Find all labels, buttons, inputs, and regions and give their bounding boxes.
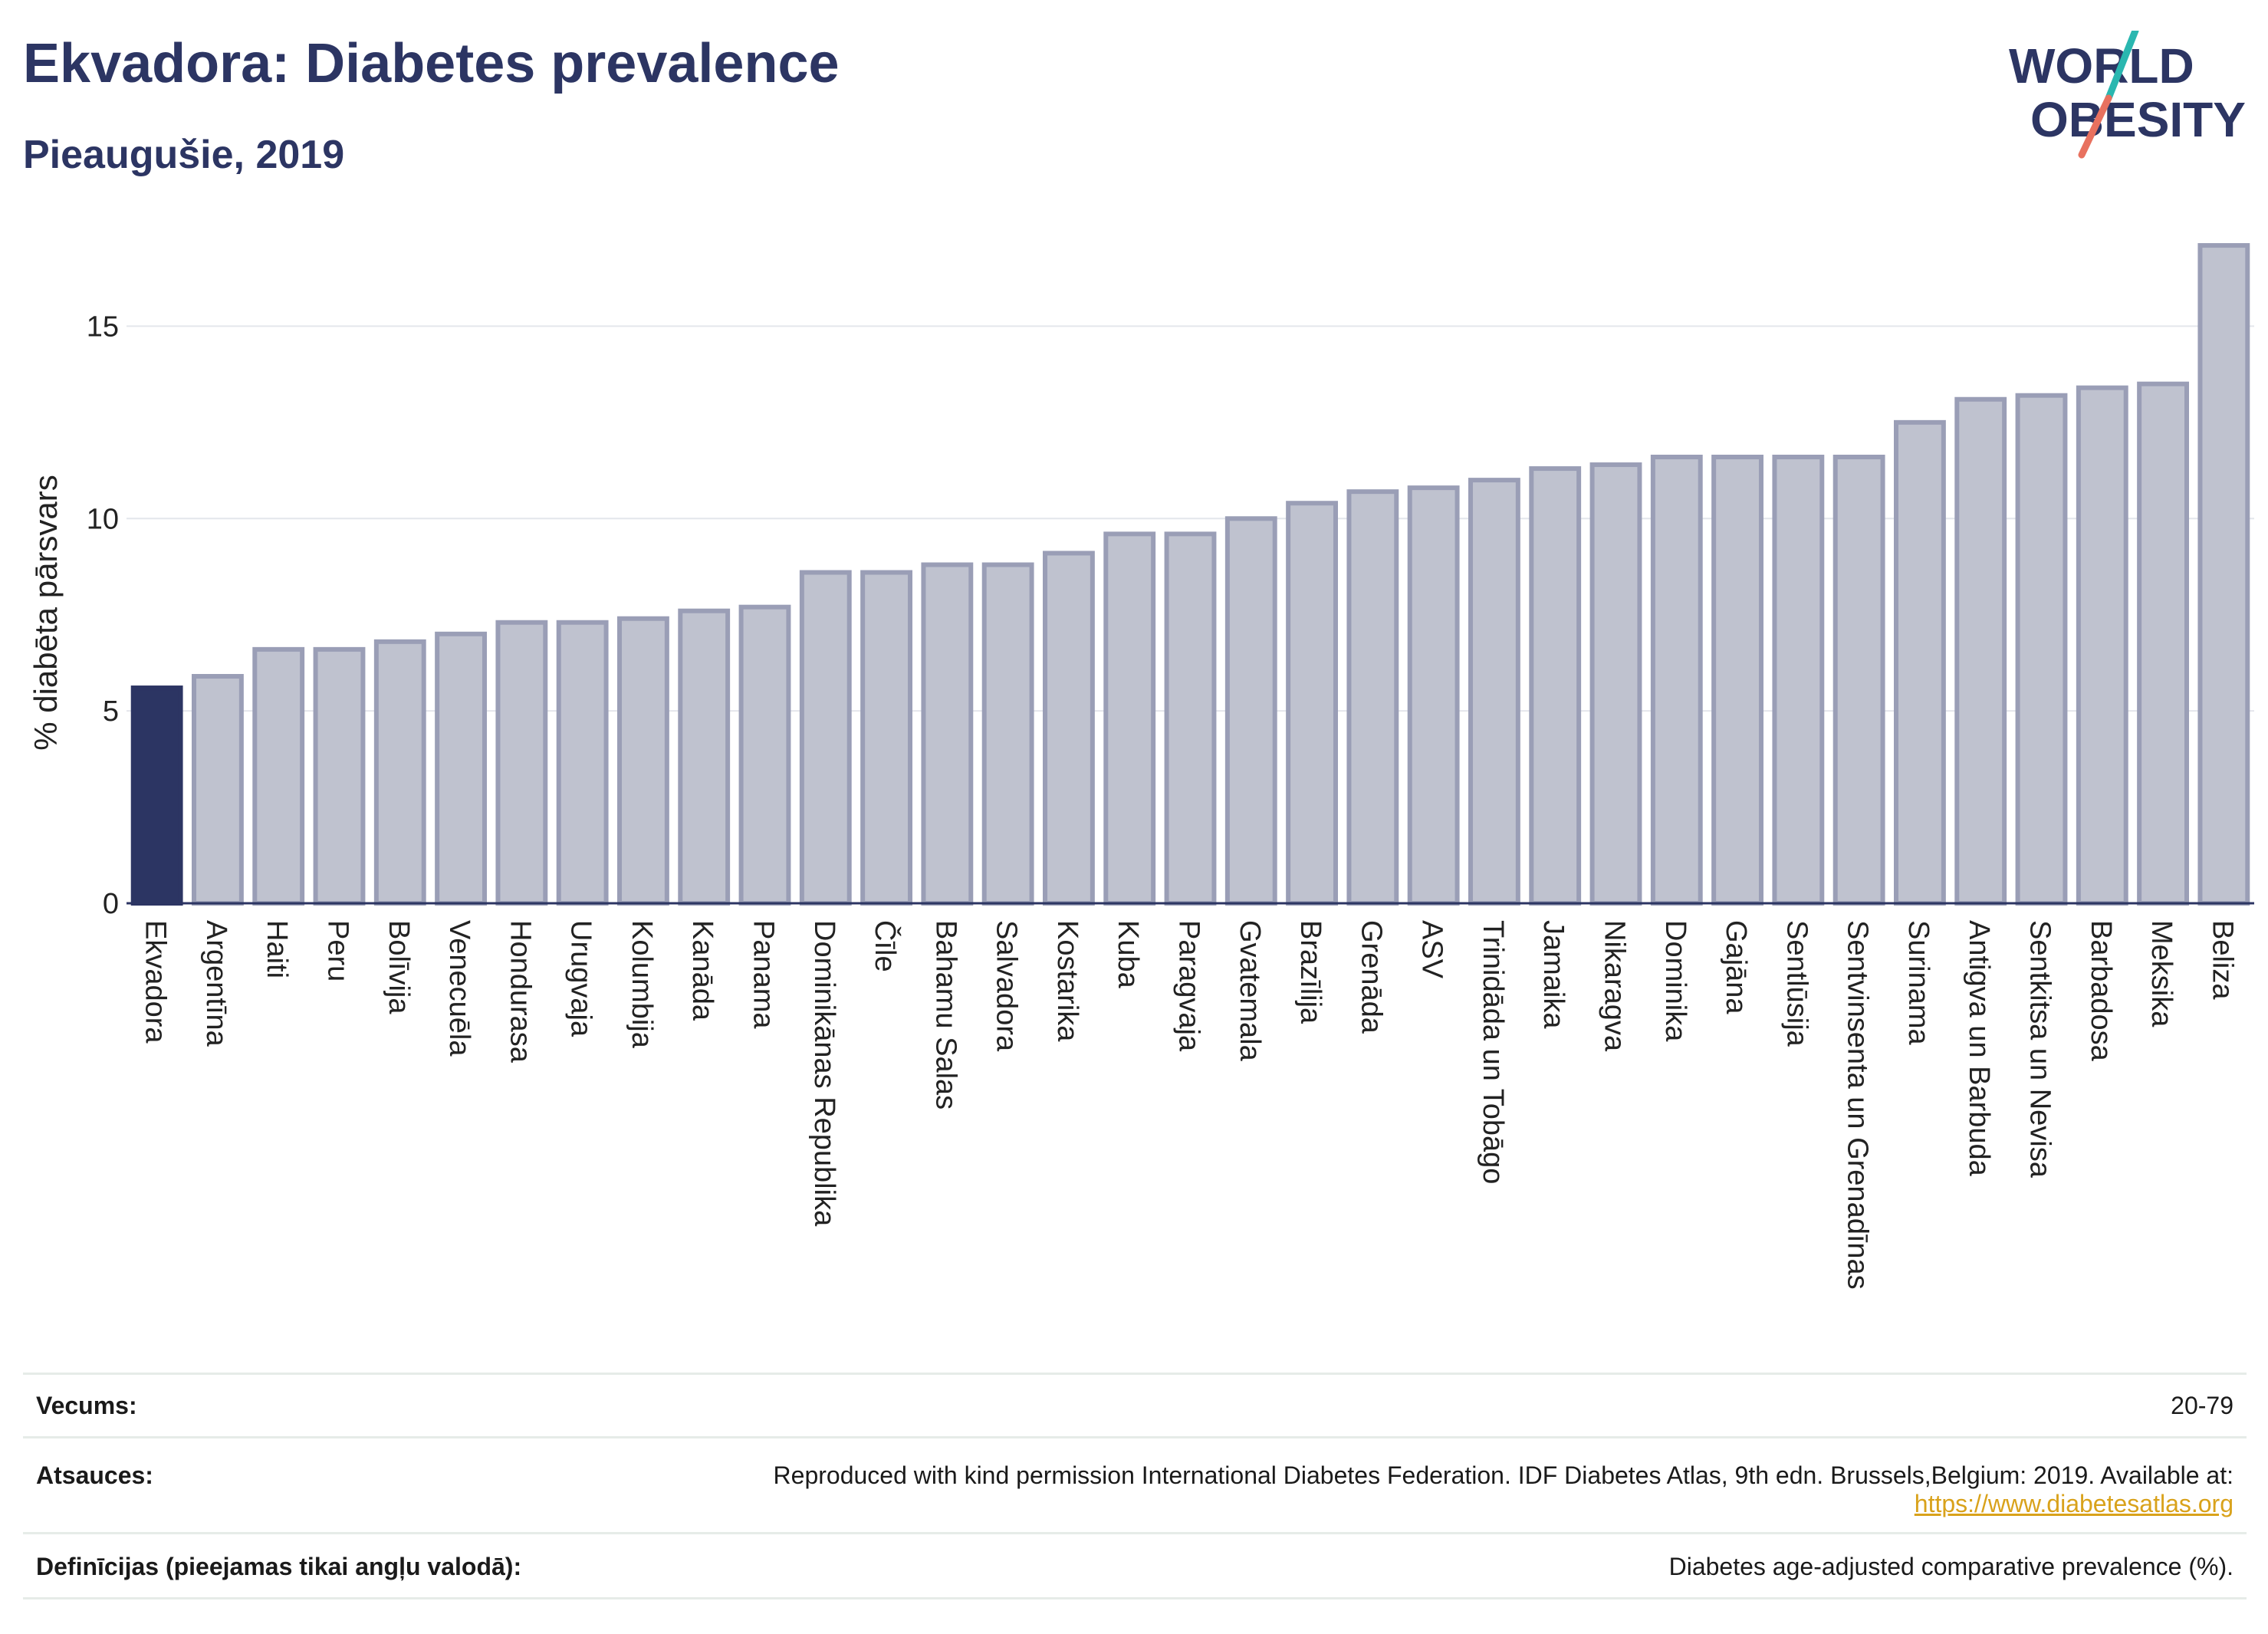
- bar-Antigva un Barbuda: [1954, 396, 2007, 906]
- bar-ASV: [1407, 485, 1460, 906]
- x-tick-label: Jamaika: [1537, 920, 1570, 1029]
- x-tick-label: Paragvaja: [1173, 920, 1205, 1052]
- bar-Haiti: [252, 646, 305, 906]
- bar-Dominikānas Republika: [799, 570, 852, 906]
- age-value: 20-79: [2171, 1391, 2233, 1419]
- x-tick-label: Salvadora: [991, 920, 1023, 1052]
- x-tick-label: Trinidāda un Tobāgo: [1477, 920, 1509, 1184]
- x-tick-label: Sentvinsenta un Grenadīnas: [1842, 920, 1874, 1290]
- bar-Surinama: [1894, 419, 1946, 906]
- x-tick-label: Venecuēla: [443, 920, 475, 1057]
- x-tick-label: Brazīlija: [1294, 920, 1326, 1024]
- x-tick-label: Nikaragva: [1599, 920, 1631, 1052]
- bar-Salvadora: [981, 562, 1034, 906]
- x-tick-label: Kolumbija: [626, 920, 658, 1049]
- x-tick-label: Gvatemala: [1234, 920, 1266, 1062]
- bar-Barbadosa: [2076, 385, 2128, 906]
- source-text: Reproduced with kind permission Internat…: [773, 1461, 2233, 1489]
- bar-Gvatemala: [1224, 516, 1277, 906]
- x-tick-label: Peru: [322, 920, 354, 981]
- definition-label: Definīcijas (pieejamas tikai angļu valod…: [36, 1553, 522, 1580]
- bar-chart: 0 5 10 15 Ekvadora Argentīna Haiti Peru Bolīvij…: [28, 243, 2254, 1290]
- x-tick-label: Sentlūsija: [1780, 920, 1813, 1047]
- bar-Kuba: [1103, 531, 1156, 906]
- x-tick-label: Bolīvija: [383, 920, 415, 1014]
- x-tick-label: Čīle: [869, 920, 902, 972]
- footer-source-row: Atsauces: Reproduced with kind permissio…: [23, 1436, 2247, 1528]
- bar-Venecuēla: [435, 631, 487, 906]
- y-tick-label: 10: [87, 503, 119, 535]
- bar-Hondurasa: [495, 620, 548, 906]
- world-obesity-logo: WORLD OBESITY: [2009, 31, 2246, 159]
- x-tick-label: Argentīna: [200, 920, 232, 1047]
- age-label: Vecums:: [36, 1391, 137, 1419]
- bar-Kostarika: [1043, 551, 1095, 906]
- bar-Paragvaja: [1164, 531, 1217, 906]
- bar-Meksika: [2137, 381, 2189, 906]
- y-axis-ticks: 0 5 10 15: [87, 311, 119, 920]
- y-tick-label: 0: [103, 888, 119, 920]
- bar-Sentlūsija: [1772, 455, 1825, 906]
- chart-title: Ekvadora: Diabetes prevalence: [23, 33, 840, 94]
- x-tick-label: Barbadosa: [2085, 920, 2117, 1062]
- bar-Brazīlija: [1286, 501, 1338, 906]
- source-label: Atsauces:: [36, 1461, 153, 1489]
- x-tick-label: Dominika: [1659, 920, 1691, 1042]
- source-value: Reproduced with kind permission Internat…: [774, 1461, 2247, 1518]
- bar-Sentvinsenta un Grenadīnas: [1832, 455, 1885, 906]
- bar-Urugvaja: [556, 620, 609, 906]
- x-tick-label: Dominikānas Republika: [808, 920, 840, 1227]
- bar-Peru: [313, 646, 366, 906]
- x-tick-label: Gajāna: [1720, 920, 1752, 1014]
- x-tick-label: Grenāda: [1355, 920, 1387, 1034]
- logo-line-1: WORLD: [2009, 38, 2194, 94]
- source-link[interactable]: https://www.diabetesatlas.org: [1914, 1490, 2233, 1517]
- bar-Dominika: [1650, 455, 1703, 906]
- bar-Sentkitsa un Nevisa: [2015, 393, 2068, 906]
- x-tick-label: Beliza: [2206, 920, 2238, 1000]
- x-tick-label: Meksika: [2145, 920, 2178, 1027]
- bar-Jamaika: [1529, 466, 1582, 906]
- bar-Bolīvija: [373, 639, 426, 906]
- x-axis-labels: Ekvadora Argentīna Haiti Peru Bolīvija Venecu…: [140, 920, 2239, 1290]
- y-axis-title: % diabēta pārsvars: [28, 475, 64, 751]
- footer-bottom-divider: [23, 1597, 2247, 1599]
- bar-Kanāda: [678, 608, 731, 906]
- definition-value: Diabetes age-adjusted comparative preval…: [1668, 1553, 2233, 1580]
- x-tick-label: Haiti: [261, 920, 293, 978]
- bar-Gajāna: [1711, 455, 1763, 906]
- bar-Argentīna: [192, 673, 244, 906]
- bar-Nikaragva: [1589, 462, 1642, 906]
- x-tick-label: Antigva un Barbuda: [1963, 920, 1995, 1177]
- bars: [130, 243, 2250, 906]
- y-tick-label: 5: [103, 695, 119, 728]
- chart-subtitle: Pieaugušie, 2019: [23, 133, 345, 177]
- logo-line-2: OBESITY: [2030, 92, 2246, 147]
- footer-definition-row: Definīcijas (pieejamas tikai angļu valod…: [23, 1532, 2247, 1599]
- x-tick-label: Kanāda: [686, 920, 718, 1021]
- x-tick-label: Urugvaja: [565, 920, 597, 1037]
- x-tick-label: Ekvadora: [140, 920, 172, 1044]
- bar-Čīle: [860, 570, 912, 906]
- x-tick-label: Kuba: [1112, 920, 1144, 989]
- y-tick-label: 15: [87, 311, 119, 343]
- bar-Grenāda: [1346, 489, 1399, 906]
- x-tick-label: Panama: [748, 920, 780, 1029]
- logo-slash-coral: [2078, 94, 2112, 159]
- x-tick-label: Bahamu Salas: [929, 920, 961, 1110]
- bar-Beliza: [2197, 243, 2250, 906]
- x-tick-label: Surinama: [1902, 920, 1934, 1045]
- x-tick-label: ASV: [1416, 920, 1448, 979]
- bar-Ekvadora: [130, 685, 183, 906]
- x-tick-label: Hondurasa: [504, 920, 536, 1064]
- footer-age-row: Vecums: 20-79: [23, 1373, 2247, 1436]
- bar-Kolumbija: [617, 616, 669, 906]
- bar-Trinidāda un Tobāgo: [1468, 478, 1520, 906]
- bar-Panama: [738, 604, 791, 906]
- logo-slash-teal: [2105, 31, 2139, 102]
- bar-Bahamu Salas: [921, 562, 974, 906]
- x-tick-label: Kostarika: [1051, 920, 1083, 1042]
- x-tick-label: Sentkitsa un Nevisa: [2024, 920, 2056, 1179]
